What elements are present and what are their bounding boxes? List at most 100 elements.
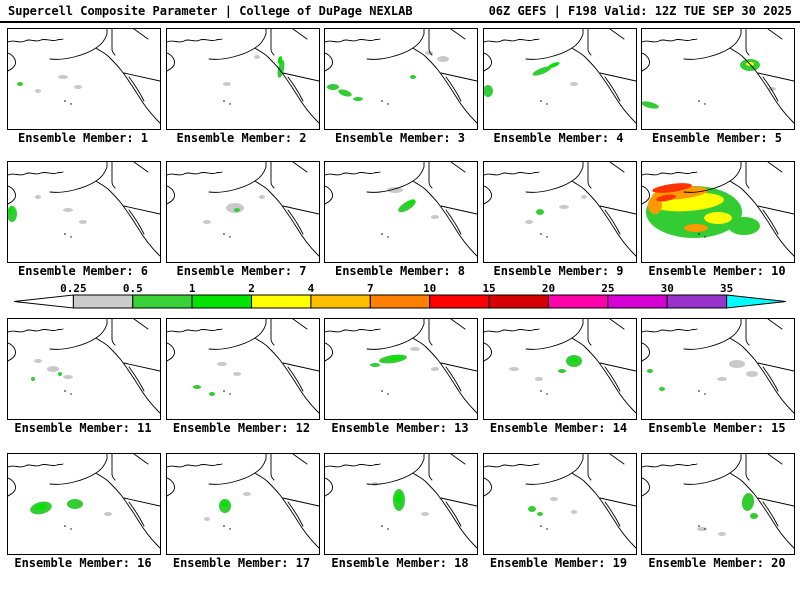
scp-contour-blob [35, 89, 41, 93]
ensemble-panel-8: Ensemble Member: 8 [324, 161, 478, 278]
colorbar-segment-4 [251, 294, 312, 309]
scp-contour-blob [74, 85, 82, 89]
scp-contour-blob [192, 385, 201, 389]
ensemble-member-label: Ensemble Member: 13 [331, 421, 469, 435]
ensemble-panel-13: Ensemble Member: 13 [324, 318, 478, 435]
ensemble-panel-19: Ensemble Member: 19 [482, 453, 637, 570]
ensemble-row-1: Ensemble Member: 1 Ensemble Member: 2 En… [0, 28, 800, 145]
coastline-overlay [166, 29, 319, 124]
scp-contour-blob [718, 532, 726, 536]
scp-contour-blob [79, 220, 87, 224]
scp-contour-blob [216, 362, 227, 366]
scp-contour-blob [536, 512, 543, 516]
ensemble-map-4 [482, 28, 637, 130]
ensemble-member-label: Ensemble Member: 17 [172, 556, 311, 570]
ensemble-map-11 [7, 318, 161, 420]
ensemble-panel-3: Ensemble Member: 3 [324, 28, 478, 145]
ensemble-panel-6: Ensemble Member: 6 [7, 161, 161, 278]
scp-contour-blob [746, 371, 758, 377]
ensemble-panel-4: Ensemble Member: 4 [482, 28, 637, 145]
coastline-overlay [166, 454, 319, 549]
scp-contour-blob [558, 205, 569, 209]
ensemble-member-label: Ensemble Member: 10 [648, 264, 786, 278]
ensemble-row-4: Ensemble Member: 16 Ensemble Member: 17 … [0, 453, 800, 570]
ensemble-map-2 [165, 28, 320, 130]
ensemble-map-5 [641, 28, 795, 130]
ensemble-panel-9: Ensemble Member: 9 [482, 161, 637, 278]
ensemble-member-label: Ensemble Member: 16 [14, 556, 152, 570]
scp-contour-blob [387, 187, 403, 193]
scp-contour-blob [741, 493, 755, 511]
scp-contour-blob [652, 183, 692, 193]
scp-contour-blob [557, 369, 566, 373]
colorbar-segment-1 [72, 294, 134, 309]
scp-contour-blob [17, 82, 23, 86]
scp-contour-blob [508, 367, 519, 371]
colorbar-segment-10 [607, 294, 668, 309]
scp-contour-blob [642, 101, 659, 109]
scp-contour-blob [431, 367, 439, 371]
coastline-overlay [483, 454, 636, 549]
scp-contour-blob [203, 517, 210, 521]
coastline-overlay [8, 162, 160, 257]
colorbar-segment-9 [547, 294, 609, 309]
scp-contour-blob [524, 220, 533, 224]
ensemble-row-3: Ensemble Member: 11 Ensemble Member: 12 … [0, 318, 800, 435]
coastline-overlay [325, 29, 477, 124]
scp-contour-blob [277, 56, 282, 64]
scp-contour-blob [768, 87, 776, 91]
coastline-overlay [483, 319, 636, 414]
colorbar-tick-0.5: 0.5 [123, 282, 143, 295]
coastline-overlay [8, 29, 160, 124]
scp-contour-blob [58, 75, 68, 79]
ensemble-map-12 [165, 318, 320, 420]
scp-contour-blob [370, 363, 380, 367]
ensemble-row-2: Ensemble Member: 6 Ensemble Member: 7 En… [0, 161, 800, 278]
ensemble-panel-20: Ensemble Member: 20 [641, 453, 795, 570]
coastline-overlay [325, 319, 477, 414]
scp-contour-blob [534, 377, 543, 381]
scp-contour-blob [659, 387, 665, 391]
colorbar-tick-7: 7 [367, 282, 374, 295]
ensemble-panel-5: Ensemble Member: 5 [641, 28, 795, 145]
scp-contour-blob [104, 512, 112, 516]
colorbar-segment-2 [132, 294, 193, 309]
scp-contour-blob [717, 377, 727, 381]
coastline-overlay [642, 319, 794, 414]
ensemble-map-6 [7, 161, 161, 263]
ensemble-member-label: Ensemble Member: 3 [334, 131, 466, 145]
scp-contour-blob [63, 208, 73, 212]
ensemble-member-label: Ensemble Member: 2 [176, 131, 307, 145]
scp-contour-blob [233, 208, 240, 212]
ensemble-member-label: Ensemble Member: 12 [172, 421, 311, 435]
scp-contour-blob [208, 392, 215, 396]
scp-contour-blob [63, 375, 73, 379]
colorbar-tick-25: 25 [601, 282, 614, 295]
scp-contour-blob [729, 360, 745, 368]
scp-contour-blob [532, 66, 551, 76]
ensemble-map-16 [7, 453, 161, 555]
coastline-overlay [166, 319, 319, 414]
scp-contour-blob [437, 56, 449, 62]
scp-contour-blob [232, 372, 241, 376]
colorbar-tick-1: 1 [189, 282, 196, 295]
scp-contour-blob [222, 82, 231, 86]
ensemble-member-label: Ensemble Member: 11 [14, 421, 152, 435]
colorbar-segment-0 [13, 294, 74, 309]
scp-contour-blob [535, 209, 544, 215]
colorbar-tick-10: 10 [423, 282, 436, 295]
scp-contour-blob [750, 513, 758, 519]
scp-contour-blob [258, 195, 265, 199]
scp-contour-blob [34, 359, 42, 363]
ensemble-panel-17: Ensemble Member: 17 [165, 453, 320, 570]
scp-contour-blob [407, 199, 415, 205]
ensemble-member-label: Ensemble Member: 18 [331, 556, 469, 570]
colorbar-segment-12 [726, 294, 787, 309]
ensemble-panel-18: Ensemble Member: 18 [324, 453, 478, 570]
ensemble-map-17 [165, 453, 320, 555]
ensemble-map-3 [324, 28, 478, 130]
ensemble-member-label: Ensemble Member: 5 [651, 131, 783, 145]
ensemble-panel-2: Ensemble Member: 2 [165, 28, 320, 145]
colorbar-tick-2: 2 [248, 282, 255, 295]
scp-contour-blob [410, 75, 416, 79]
